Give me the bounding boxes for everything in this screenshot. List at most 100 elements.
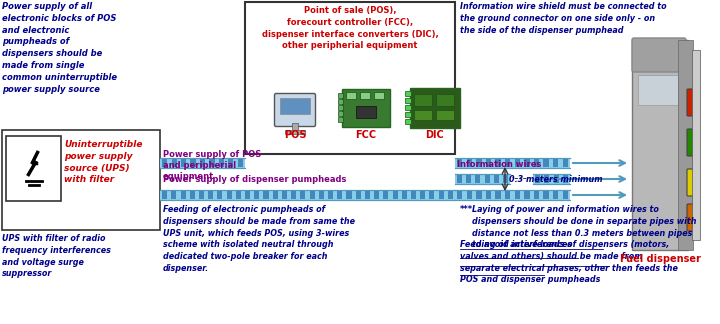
Bar [414, 94, 432, 106]
Bar [411, 191, 416, 199]
Bar [291, 191, 296, 199]
Bar [534, 191, 539, 199]
Bar [338, 117, 343, 122]
Bar [171, 191, 176, 199]
Bar [162, 191, 167, 199]
Bar [160, 158, 245, 168]
Bar [273, 191, 278, 199]
Bar [405, 91, 411, 96]
Bar [208, 191, 213, 199]
Text: Power supply of dispenser pumpheads: Power supply of dispenser pumpheads [163, 175, 346, 184]
Bar [457, 175, 462, 183]
Bar [338, 99, 343, 104]
FancyBboxPatch shape [687, 169, 699, 196]
Bar [553, 159, 558, 167]
FancyBboxPatch shape [687, 89, 699, 116]
Bar [338, 93, 343, 98]
Bar [692, 50, 700, 240]
Bar [554, 175, 559, 183]
Text: UPS with filter of radio
frequency interferences
and voltage surge
suppressor: UPS with filter of radio frequency inter… [2, 234, 111, 278]
Bar [245, 191, 250, 199]
Bar [533, 174, 570, 184]
Text: Power supply of all
electronic blocks of POS
and electronic
pumpheads of
dispens: Power supply of all electronic blocks of… [2, 2, 117, 94]
FancyBboxPatch shape [687, 204, 699, 231]
Bar [505, 159, 510, 167]
Bar [264, 191, 269, 199]
Bar [405, 119, 411, 124]
Bar [200, 159, 205, 167]
Bar [199, 191, 204, 199]
Bar [338, 111, 343, 116]
Bar [562, 159, 568, 167]
Bar [171, 159, 177, 167]
Bar [505, 191, 510, 199]
Bar [535, 175, 540, 183]
Bar [562, 191, 568, 199]
Bar [328, 191, 333, 199]
Bar [467, 175, 472, 183]
Bar [410, 88, 460, 128]
FancyBboxPatch shape [687, 129, 699, 156]
Bar [181, 159, 186, 167]
Bar [402, 191, 407, 199]
Bar [228, 159, 233, 167]
Bar [160, 190, 455, 200]
Bar [457, 191, 462, 199]
FancyBboxPatch shape [2, 130, 160, 230]
Bar [448, 191, 453, 199]
Bar [420, 191, 426, 199]
Bar [486, 191, 491, 199]
Bar [405, 112, 411, 117]
Text: DIC: DIC [426, 130, 444, 140]
Bar [280, 98, 310, 114]
FancyBboxPatch shape [6, 136, 61, 201]
Bar [365, 191, 370, 199]
Bar [162, 159, 167, 167]
Bar [455, 158, 570, 168]
Bar [457, 159, 462, 167]
Bar [524, 159, 529, 167]
Text: ·-·-·: ·-·-· [510, 172, 531, 186]
Text: Power supply of POS
and peripherial
equipment: Power supply of POS and peripherial equi… [163, 150, 261, 181]
Bar [438, 191, 444, 199]
FancyBboxPatch shape [632, 40, 688, 250]
Bar [475, 175, 480, 183]
Bar [282, 191, 287, 199]
Bar [217, 191, 222, 199]
Bar [515, 159, 520, 167]
Bar [374, 92, 384, 99]
Bar [338, 105, 343, 110]
Bar [342, 89, 390, 127]
FancyBboxPatch shape [245, 2, 455, 154]
Bar [254, 191, 259, 199]
Bar [238, 159, 243, 167]
Bar [190, 191, 195, 199]
Text: Information wires: Information wires [457, 160, 541, 169]
Bar [356, 191, 361, 199]
Bar [524, 191, 529, 199]
FancyBboxPatch shape [274, 94, 315, 126]
Bar [346, 191, 351, 199]
Text: Feeding of electronic pumpheads of
dispensers should be made from same the
UPS u: Feeding of electronic pumpheads of dispe… [163, 205, 355, 273]
FancyBboxPatch shape [632, 38, 686, 72]
Bar [544, 191, 549, 199]
Text: Fuel dispenser: Fuel dispenser [620, 254, 701, 264]
Bar [495, 159, 501, 167]
Text: ***: *** [460, 205, 473, 214]
Bar [392, 191, 397, 199]
Text: Point of sale (POS),
forecourt controller (FCC),
dispenser interface converters : Point of sale (POS), forecourt controlle… [261, 6, 438, 51]
Bar [405, 105, 411, 110]
Bar [455, 190, 570, 200]
Bar [553, 191, 558, 199]
Bar [374, 191, 379, 199]
Bar [638, 75, 678, 105]
Bar [310, 191, 315, 199]
Bar [495, 191, 501, 199]
Bar [678, 40, 693, 250]
Bar [414, 110, 432, 120]
Bar [429, 191, 434, 199]
Bar [455, 174, 510, 184]
Text: POS: POS [284, 130, 306, 140]
Bar [285, 130, 305, 134]
Bar [405, 98, 411, 103]
